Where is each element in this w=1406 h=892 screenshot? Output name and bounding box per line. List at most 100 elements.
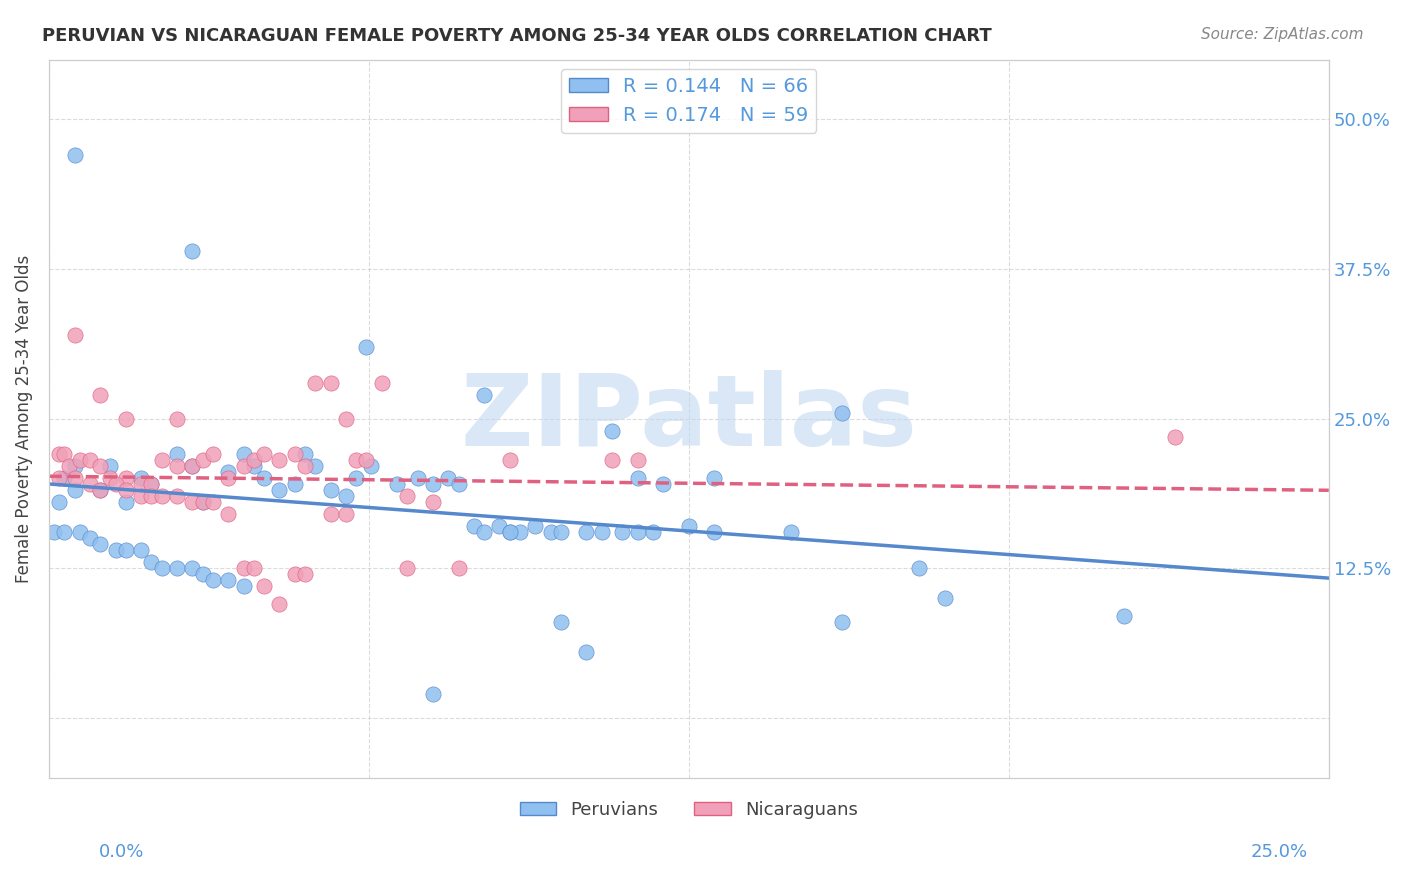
Point — [472, 387, 495, 401]
Point — [370, 376, 392, 390]
Point — [284, 477, 307, 491]
Point — [499, 525, 522, 540]
Point — [780, 525, 803, 540]
Point — [141, 477, 163, 491]
Point — [141, 489, 163, 503]
Point — [191, 495, 214, 509]
Point — [79, 531, 101, 545]
Point — [335, 411, 357, 425]
Point — [89, 387, 111, 401]
Point — [269, 483, 291, 498]
Point — [908, 561, 931, 575]
Point — [524, 519, 547, 533]
Point — [129, 477, 152, 491]
Point — [269, 597, 291, 611]
Point — [166, 448, 188, 462]
Point — [447, 477, 470, 491]
Point — [232, 579, 254, 593]
Point — [304, 376, 326, 390]
Point — [575, 645, 598, 659]
Point — [201, 495, 224, 509]
Point — [319, 508, 342, 522]
Point — [242, 459, 264, 474]
Point — [48, 471, 70, 485]
Point — [550, 615, 572, 629]
Point — [89, 483, 111, 498]
Point — [79, 453, 101, 467]
Text: 0.0%: 0.0% — [98, 843, 143, 861]
Point — [42, 525, 65, 540]
Point — [472, 525, 495, 540]
Point — [114, 411, 136, 425]
Point — [356, 453, 378, 467]
Point — [53, 448, 76, 462]
Point — [422, 477, 444, 491]
Text: PERUVIAN VS NICARAGUAN FEMALE POVERTY AMONG 25-34 YEAR OLDS CORRELATION CHART: PERUVIAN VS NICARAGUAN FEMALE POVERTY AM… — [42, 27, 991, 45]
Point — [69, 525, 91, 540]
Point — [627, 471, 650, 485]
Point — [509, 525, 531, 540]
Point — [114, 471, 136, 485]
Point — [627, 525, 650, 540]
Point — [612, 525, 634, 540]
Point — [319, 483, 342, 498]
Point — [58, 459, 80, 474]
Point — [48, 448, 70, 462]
Point — [129, 471, 152, 485]
Point — [934, 591, 956, 605]
Point — [141, 555, 163, 569]
Point — [304, 459, 326, 474]
Point — [396, 489, 419, 503]
Point — [201, 448, 224, 462]
Point — [319, 376, 342, 390]
Text: 25.0%: 25.0% — [1250, 843, 1308, 861]
Point — [217, 508, 239, 522]
Point — [550, 525, 572, 540]
Legend: Peruvians, Nicaraguans: Peruvians, Nicaraguans — [513, 794, 865, 826]
Point — [253, 471, 276, 485]
Point — [191, 495, 214, 509]
Point — [253, 579, 276, 593]
Point — [627, 453, 650, 467]
Point — [242, 561, 264, 575]
Point — [129, 543, 152, 558]
Point — [294, 459, 316, 474]
Point — [652, 477, 675, 491]
Point — [1164, 429, 1187, 443]
Point — [335, 489, 357, 503]
Point — [232, 459, 254, 474]
Point — [463, 519, 485, 533]
Point — [499, 453, 522, 467]
Point — [217, 466, 239, 480]
Point — [437, 471, 460, 485]
Point — [703, 525, 725, 540]
Point — [356, 340, 378, 354]
Point — [540, 525, 562, 540]
Point — [600, 453, 623, 467]
Point — [63, 148, 86, 162]
Point — [141, 477, 163, 491]
Point — [385, 477, 408, 491]
Point — [406, 471, 429, 485]
Point — [575, 525, 598, 540]
Point — [284, 567, 307, 582]
Point — [79, 477, 101, 491]
Point — [191, 453, 214, 467]
Point — [217, 471, 239, 485]
Point — [344, 471, 367, 485]
Point — [253, 448, 276, 462]
Point — [499, 525, 522, 540]
Point — [678, 519, 700, 533]
Point — [831, 406, 853, 420]
Point — [89, 483, 111, 498]
Point — [191, 567, 214, 582]
Point — [129, 489, 152, 503]
Point — [181, 561, 204, 575]
Point — [63, 459, 86, 474]
Point — [181, 495, 204, 509]
Point — [269, 453, 291, 467]
Point — [150, 489, 173, 503]
Point — [294, 448, 316, 462]
Point — [166, 411, 188, 425]
Point — [447, 561, 470, 575]
